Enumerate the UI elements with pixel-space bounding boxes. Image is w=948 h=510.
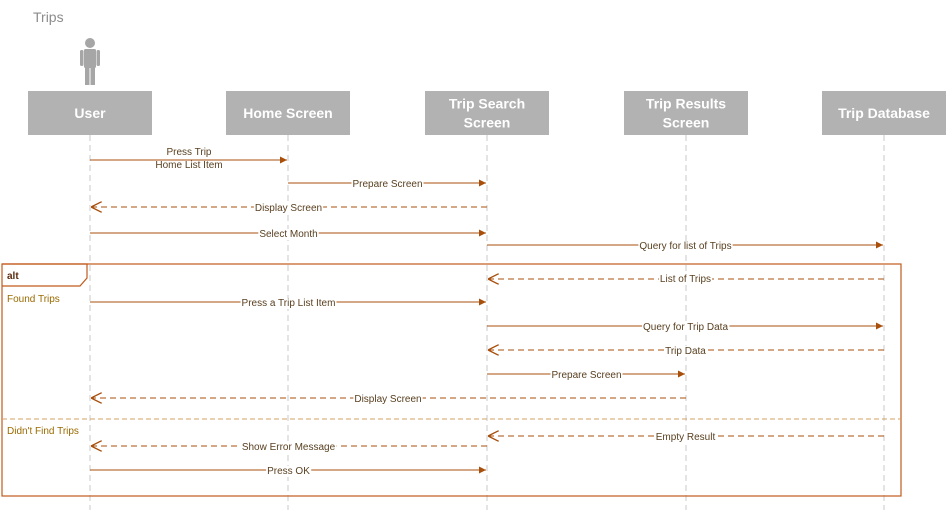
message-1: Press Trip Home List Item [90,147,287,171]
message-label: Select Month [259,229,317,240]
participant-label: Trip Search Screen [449,96,525,131]
fragment-operator: alt [7,271,19,282]
message-14: Press OK [90,466,486,477]
participant-db: Trip Database [822,91,946,135]
message-6: List of Trips [488,274,884,285]
guard-label: Found Trips [7,294,60,305]
message-11: Display Screen [91,394,686,405]
participant-label: Trip Results Screen [646,96,726,131]
participant-box [28,91,152,135]
message-label: Empty Result [656,432,716,443]
message-10: Prepare Screen [487,370,685,381]
message-label: Press OK [267,466,310,477]
participant-label: Trip Database [838,105,930,121]
participant-box [226,91,350,135]
participant-results: Trip Results Screen [624,91,748,135]
participant-box [425,91,549,135]
message-12: Empty Result [488,432,884,443]
message-2: Prepare Screen [288,179,486,190]
message-label: Prepare Screen [551,370,621,381]
alt-fragment: alt Found Trips Didn't Find Trips [1,263,902,497]
message-label: Display Screen [354,394,421,405]
message-label: Press a Trip List Item [242,298,336,309]
message-label: Prepare Screen [352,179,422,190]
message-label: Query for list of Trips [639,241,731,252]
message-8: Query for Trip Data [487,322,883,333]
message-label: List of Trips [660,274,711,285]
actor-icon [80,38,100,85]
message-label: Query for Trip Data [643,322,728,333]
message-label: Show Error Message [242,442,336,453]
participant-box [624,91,748,135]
guard-label: Didn't Find Trips [7,426,79,437]
participant-home: Home Screen [226,91,350,135]
message-5: Query for list of Trips [487,241,883,252]
participant-user: User [28,91,152,135]
message-7: Press a Trip List Item [90,298,486,309]
participant-label: Home Screen [243,105,332,121]
participant-search: Trip Search Screen [425,91,549,135]
message-13: Show Error Message [91,442,487,453]
message-label: Display Screen [255,203,322,214]
diagram-title: Trips [33,9,64,25]
participant-label: User [74,105,106,121]
message-4: Select Month [90,229,486,240]
message-3: Display Screen [91,203,487,214]
message-9: Trip Data [488,346,884,357]
message-label: Press Trip Home List Item [155,147,222,171]
message-label: Trip Data [665,346,706,357]
participant-box [822,91,946,135]
